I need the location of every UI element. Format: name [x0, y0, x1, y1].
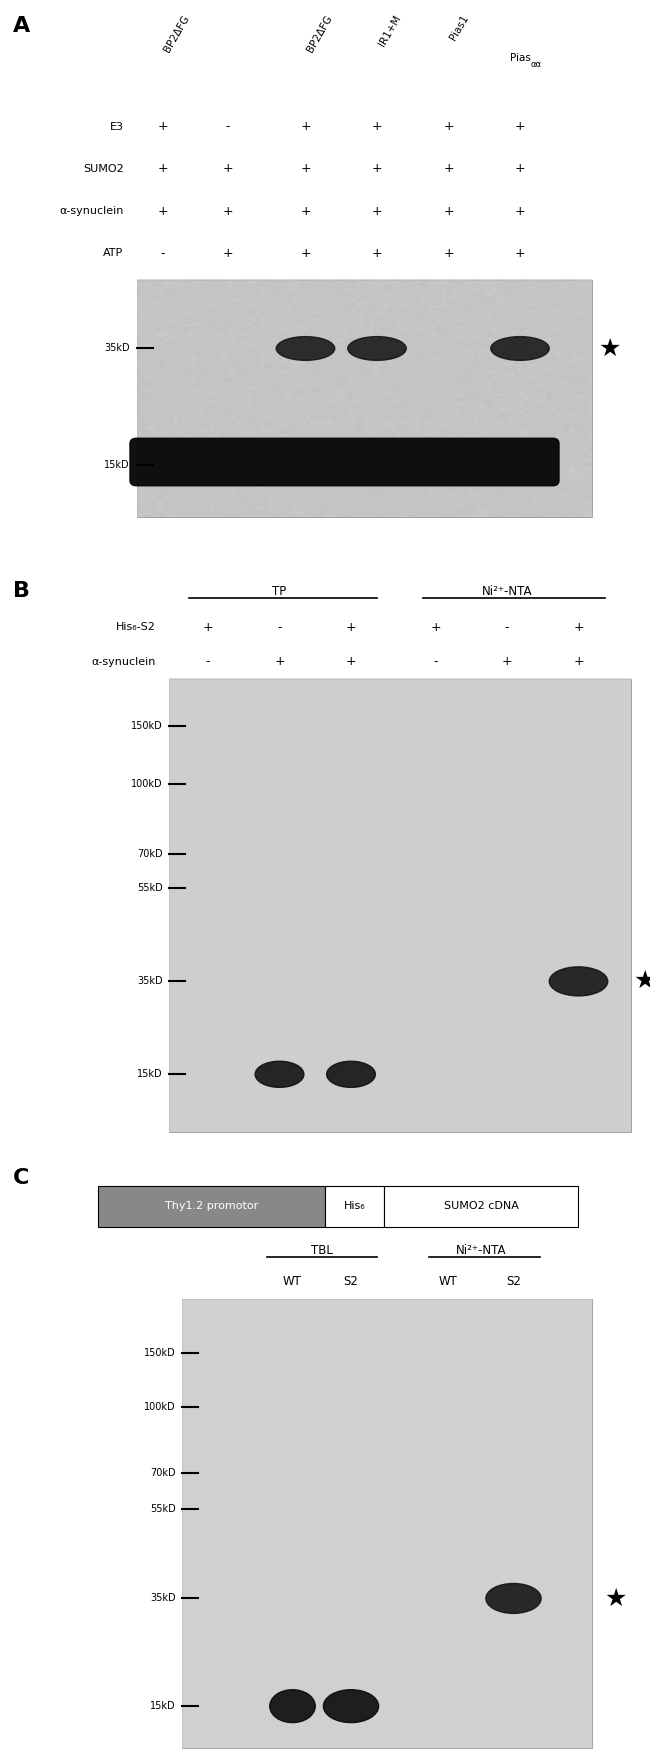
Ellipse shape	[255, 1061, 304, 1088]
Text: α-synuclein: α-synuclein	[92, 656, 156, 667]
Text: 35kD: 35kD	[150, 1593, 176, 1603]
Text: His₆: His₆	[343, 1202, 365, 1211]
Text: -: -	[434, 655, 437, 669]
Text: His₆-S2: His₆-S2	[116, 621, 156, 632]
Text: +: +	[430, 621, 441, 634]
Text: BP2ΔFG: BP2ΔFG	[306, 12, 335, 55]
Text: Pias: Pias	[510, 53, 530, 63]
Text: +: +	[157, 120, 168, 134]
FancyBboxPatch shape	[169, 679, 630, 1132]
Text: ATP: ATP	[103, 248, 124, 259]
Text: +: +	[300, 204, 311, 218]
Text: TP: TP	[272, 584, 287, 598]
Ellipse shape	[549, 966, 608, 996]
Text: IR1+M: IR1+M	[377, 12, 403, 48]
Text: 35kD: 35kD	[105, 343, 130, 354]
Text: +: +	[222, 246, 233, 260]
Text: 55kD: 55kD	[150, 1503, 176, 1514]
FancyBboxPatch shape	[384, 1186, 578, 1227]
FancyBboxPatch shape	[98, 1186, 325, 1227]
Text: +: +	[515, 120, 525, 134]
Ellipse shape	[486, 1584, 541, 1614]
Text: 15kD: 15kD	[105, 459, 130, 470]
Text: -: -	[206, 655, 210, 669]
Text: 150kD: 150kD	[131, 722, 162, 730]
Ellipse shape	[491, 336, 549, 361]
Text: B: B	[13, 581, 30, 600]
Text: +: +	[372, 162, 382, 176]
Text: 35kD: 35kD	[137, 977, 162, 986]
FancyBboxPatch shape	[130, 438, 559, 486]
Text: WT: WT	[283, 1274, 302, 1288]
Text: ★: ★	[598, 336, 620, 361]
Text: 55kD: 55kD	[136, 884, 162, 894]
Text: +: +	[300, 120, 311, 134]
Text: +: +	[274, 655, 285, 669]
Text: WT: WT	[439, 1274, 458, 1288]
Text: 70kD: 70kD	[137, 848, 162, 859]
Text: +: +	[346, 655, 356, 669]
Text: +: +	[346, 621, 356, 634]
Text: -: -	[161, 246, 164, 260]
Text: 100kD: 100kD	[144, 1403, 176, 1412]
Text: +: +	[300, 246, 311, 260]
Text: 70kD: 70kD	[150, 1468, 176, 1478]
Text: SUMO2: SUMO2	[83, 164, 124, 174]
Text: ★: ★	[634, 970, 650, 993]
Text: -: -	[505, 621, 509, 634]
Text: +: +	[443, 120, 454, 134]
Text: α-synuclein: α-synuclein	[59, 206, 124, 216]
Text: +: +	[157, 204, 168, 218]
Text: ★: ★	[604, 1586, 627, 1610]
Text: +: +	[515, 246, 525, 260]
Text: E3: E3	[109, 121, 124, 132]
Text: 15kD: 15kD	[150, 1702, 176, 1711]
Text: +: +	[222, 162, 233, 176]
Text: +: +	[515, 204, 525, 218]
Text: 150kD: 150kD	[144, 1348, 176, 1359]
Text: +: +	[222, 204, 233, 218]
Text: +: +	[515, 162, 525, 176]
Text: 15kD: 15kD	[137, 1070, 162, 1079]
Text: +: +	[300, 162, 311, 176]
Text: +: +	[443, 162, 454, 176]
Text: +: +	[372, 204, 382, 218]
Text: +: +	[502, 655, 512, 669]
Text: αα: αα	[531, 60, 541, 69]
FancyBboxPatch shape	[325, 1186, 384, 1227]
Text: +: +	[443, 204, 454, 218]
Text: SUMO2 cDNA: SUMO2 cDNA	[443, 1202, 519, 1211]
Ellipse shape	[276, 336, 335, 361]
Ellipse shape	[270, 1690, 315, 1723]
Text: +: +	[443, 246, 454, 260]
Text: +: +	[573, 655, 584, 669]
Text: TBL: TBL	[311, 1244, 333, 1257]
FancyBboxPatch shape	[136, 280, 592, 517]
Text: Ni²⁺-NTA: Ni²⁺-NTA	[456, 1244, 506, 1257]
Text: +: +	[203, 621, 213, 634]
Text: +: +	[372, 120, 382, 134]
Text: BP2ΔFG: BP2ΔFG	[162, 12, 192, 55]
Text: 100kD: 100kD	[131, 780, 162, 788]
Text: A: A	[13, 16, 31, 35]
Ellipse shape	[324, 1690, 378, 1723]
Text: S2: S2	[344, 1274, 358, 1288]
Text: C: C	[13, 1167, 29, 1188]
Text: +: +	[157, 162, 168, 176]
Text: -: -	[278, 621, 281, 634]
Text: -: -	[226, 120, 229, 134]
Ellipse shape	[326, 1061, 376, 1088]
Text: +: +	[372, 246, 382, 260]
FancyBboxPatch shape	[182, 1299, 592, 1748]
Text: +: +	[573, 621, 584, 634]
Text: Pias1: Pias1	[448, 12, 471, 42]
Text: Thy1.2 promotor: Thy1.2 promotor	[164, 1202, 258, 1211]
Ellipse shape	[348, 336, 406, 361]
Text: S2: S2	[506, 1274, 521, 1288]
Text: Ni²⁺-NTA: Ni²⁺-NTA	[482, 584, 532, 598]
